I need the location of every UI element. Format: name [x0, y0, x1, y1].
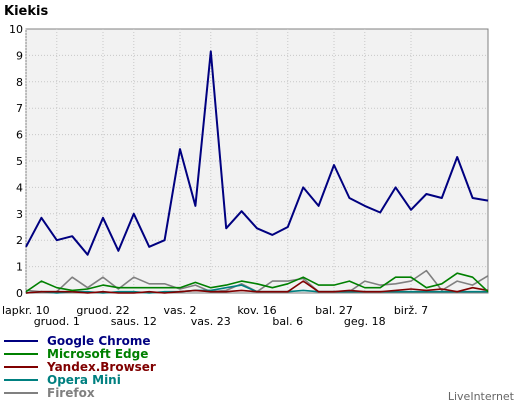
y-tick-label: 8 [16, 76, 23, 89]
y-tick-label: 5 [16, 155, 23, 168]
brand-label[interactable]: LiveInternet [448, 390, 515, 403]
x-tick-label: vas. 2 [164, 304, 197, 317]
x-tick-label: birž. 7 [394, 304, 428, 317]
x-tick-label: kov. 16 [237, 304, 276, 317]
chart-title: Kiekis [4, 4, 48, 19]
x-tick-label: bal. 27 [315, 304, 353, 317]
y-tick-label: 10 [9, 23, 23, 36]
y-tick-label: 6 [16, 129, 23, 142]
x-tick-label: gruod. 1 [34, 315, 80, 328]
y-tick-label: 7 [16, 102, 23, 115]
series-line-google-chrome [25, 50, 489, 256]
series-lines [25, 50, 489, 294]
legend-label: Microsoft Edge [47, 347, 148, 361]
y-tick-label: 3 [16, 208, 23, 221]
x-tick-label: lapkr. 10 [2, 304, 50, 317]
x-tick-label: geg. 18 [344, 315, 386, 328]
y-tick-label: 0 [16, 287, 23, 300]
x-tick-label: gruod. 22 [76, 304, 129, 317]
series-line-yandex-browser [25, 280, 489, 294]
y-tick-label: 2 [16, 234, 23, 247]
x-tick-label: saus. 12 [111, 315, 157, 328]
y-axis-ticks: 0 1 2 3 4 5 6 7 8 9 10 [9, 23, 23, 300]
legend-item[interactable]: Google Chrome [4, 334, 151, 348]
legend-item[interactable]: Microsoft Edge [4, 347, 148, 361]
legend-label: Yandex.Browser [46, 360, 156, 374]
grid-lines [25, 29, 488, 293]
y-tick-label: 1 [16, 261, 23, 274]
legend-item[interactable]: Opera Mini [4, 373, 121, 387]
y-tick-label: 4 [16, 181, 23, 194]
legend-label: Opera Mini [47, 373, 121, 387]
x-tick-label: bal. 6 [272, 315, 303, 328]
series-line-microsoft-edge [25, 272, 489, 293]
legend-label: Firefox [47, 386, 95, 400]
legend-item[interactable]: Firefox [4, 386, 95, 400]
legend-label: Google Chrome [47, 334, 151, 348]
y-tick-label: 9 [16, 49, 23, 62]
x-tick-label: vas. 23 [191, 315, 231, 328]
legend-item[interactable]: Yandex.Browser [4, 360, 156, 374]
